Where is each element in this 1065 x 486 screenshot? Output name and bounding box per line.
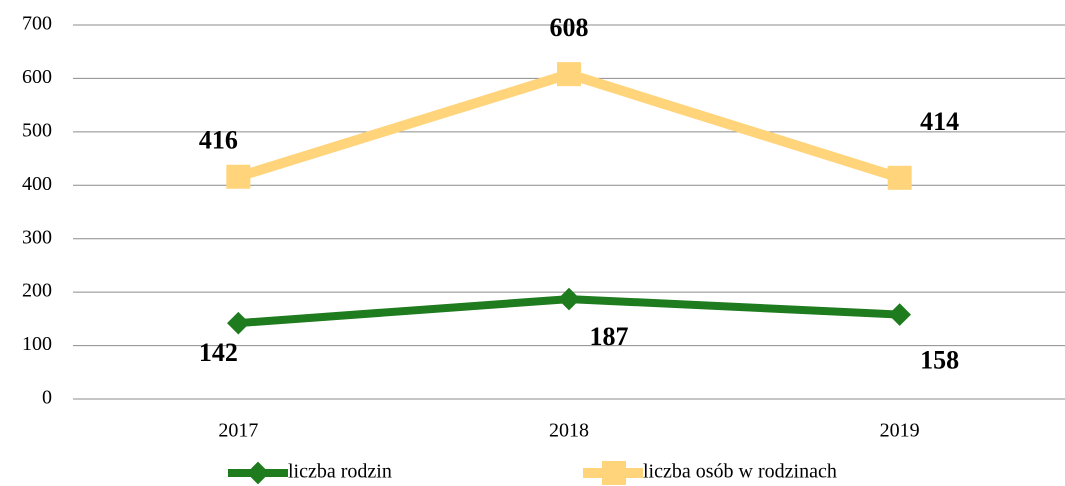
marker (557, 62, 581, 87)
data-label: 608 (550, 13, 589, 42)
y-tick-label: 100 (22, 333, 52, 355)
y-tick-label: 0 (42, 387, 52, 409)
data-label: 187 (590, 322, 629, 351)
y-tick-label: 300 (22, 226, 52, 248)
data-label: 414 (920, 107, 959, 136)
y-tick-label: 700 (22, 13, 52, 35)
legend-label: liczba osób w rodzinach (643, 461, 837, 483)
data-label: 158 (920, 346, 959, 375)
marker (227, 311, 250, 335)
marker (557, 287, 581, 311)
series-line (236, 68, 902, 183)
marker (888, 303, 911, 326)
legend-marker (602, 461, 626, 485)
marker (226, 164, 251, 189)
x-tick-label: 2019 (880, 420, 920, 442)
legend-marker (246, 461, 270, 485)
y-tick-label: 500 (22, 119, 52, 141)
x-tick-label: 2018 (549, 420, 589, 442)
y-tick-label: 400 (22, 173, 52, 195)
data-label: 142 (199, 338, 238, 367)
marker (887, 165, 912, 190)
legend-label: liczba rodzin (288, 461, 392, 483)
y-tick-label: 200 (22, 280, 52, 302)
x-tick-label: 2017 (218, 420, 258, 442)
y-tick-label: 600 (22, 66, 52, 88)
data-label: 416 (199, 126, 238, 155)
